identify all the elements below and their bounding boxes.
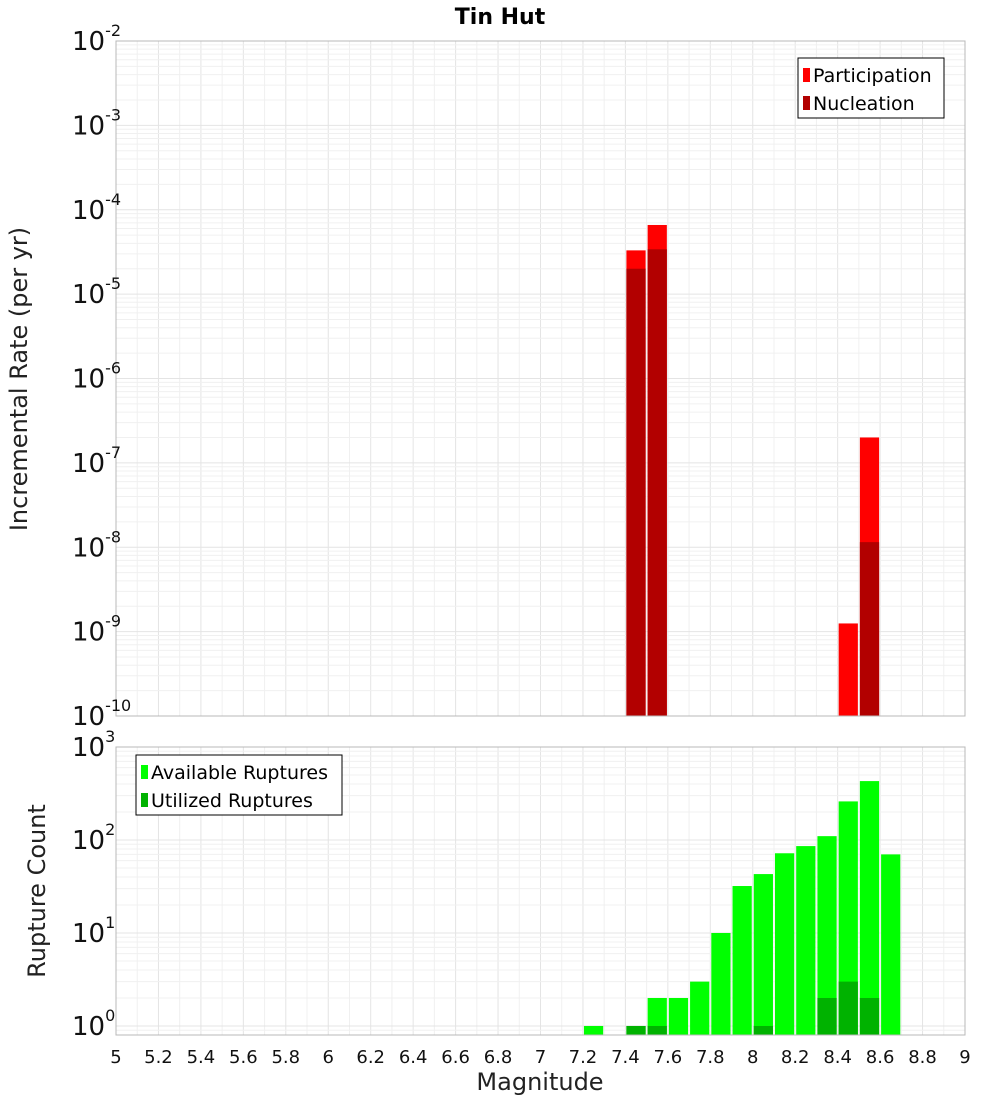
plot-frame — [115, 40, 966, 717]
x-tick-label: 5.8 — [271, 1047, 300, 1068]
rate-plot-y-axis-label: Incremental Rate (per yr) — [5, 227, 33, 531]
x-tick-label: 8.2 — [781, 1047, 810, 1068]
bar — [817, 997, 837, 1035]
y-tick-label: 10-3 — [72, 105, 121, 141]
x-tick-label: 5.4 — [187, 1047, 216, 1068]
bar — [626, 1025, 646, 1035]
x-axis-label: Magnitude — [476, 1068, 603, 1096]
rupture-count-plot: 100 101 102 103 5 5.2 5.4 5.6 5.8 6 6.2 6.4 6.6 6.8 7 7… — [72, 727, 971, 1068]
legend-swatch — [141, 793, 148, 807]
y-tick-label: 10-4 — [72, 190, 121, 226]
y-tick-label: 101 — [72, 913, 115, 949]
y-tick-label: 10-8 — [72, 527, 121, 563]
x-tick-label: 8 — [747, 1047, 758, 1068]
bars — [626, 224, 880, 716]
y-tick-label: 10-7 — [72, 443, 121, 479]
bar — [583, 1025, 604, 1035]
y-tick-label: 10-9 — [72, 612, 121, 648]
legend-label: Nucleation — [813, 93, 915, 115]
legend-box — [135, 754, 343, 816]
bar — [753, 874, 773, 1035]
x-tick-label: 8.8 — [908, 1047, 937, 1068]
bar — [838, 801, 858, 1035]
legend-swatch — [803, 68, 810, 82]
bar — [753, 1025, 773, 1035]
grid — [115, 40, 966, 717]
x-tick-label: 7 — [535, 1047, 546, 1068]
bar — [838, 981, 858, 1035]
bar — [647, 997, 667, 1035]
chart-title: Tin Hut — [455, 5, 546, 30]
y-tick-label: 10-5 — [72, 274, 121, 310]
legend: Available Ruptures Utilized Ruptures — [135, 754, 343, 816]
bar — [690, 981, 710, 1035]
rupture-count-y-axis-label: Rupture Count — [23, 804, 51, 978]
legend-label: Available Ruptures — [151, 762, 328, 784]
legend-swatch — [803, 96, 810, 110]
plot-frame — [115, 746, 966, 1036]
legend-label: Utilized Ruptures — [151, 790, 313, 812]
bar — [859, 542, 880, 716]
x-tick-label: 7.8 — [696, 1047, 725, 1068]
x-tick-label: 9 — [959, 1047, 970, 1068]
x-tick-label: 7.2 — [569, 1047, 598, 1068]
bar — [838, 623, 858, 716]
bar — [626, 268, 646, 716]
x-tick-label: 6.6 — [441, 1047, 470, 1068]
x-tick-label: 8.4 — [823, 1047, 852, 1068]
bar — [774, 853, 795, 1035]
bar — [881, 854, 901, 1035]
legend-label: Participation — [813, 65, 932, 87]
x-tick-label: 7.6 — [654, 1047, 683, 1068]
legend-swatch — [141, 765, 148, 779]
x-tick-label: 6.4 — [399, 1047, 428, 1068]
x-tick-label: 6 — [323, 1047, 334, 1068]
y-tick-label: 10-6 — [72, 359, 121, 395]
y-tick-label: 100 — [72, 1006, 115, 1042]
legend: Participation Nucleation — [797, 57, 945, 119]
bar — [711, 932, 731, 1035]
rate-plot: 10-10 10-9 10-8 10-7 10-6 10-5 10-4 10-3 10-2 Par… — [72, 21, 966, 732]
series-available-ruptures — [583, 781, 901, 1035]
y-tick-label: 10-10 — [72, 696, 131, 732]
x-tick-label: 7.4 — [611, 1047, 640, 1068]
bar — [817, 836, 837, 1035]
x-tick-label: 5.6 — [229, 1047, 258, 1068]
bar — [732, 886, 752, 1035]
legend-box — [797, 57, 945, 119]
bars — [583, 781, 901, 1035]
x-tick-label: 6.8 — [484, 1047, 513, 1068]
y-tick-label: 103 — [72, 727, 115, 763]
bar — [668, 997, 689, 1035]
series-utilized-ruptures — [626, 981, 880, 1035]
bar — [647, 1025, 667, 1035]
x-tick-label: 5 — [110, 1047, 121, 1068]
bar — [796, 846, 816, 1035]
bar — [859, 997, 880, 1035]
y-tick-label: 102 — [72, 820, 115, 856]
bar — [859, 781, 880, 1035]
x-tick-label: 8.6 — [866, 1047, 895, 1068]
y-tick-label: 10-2 — [72, 21, 121, 57]
bar — [647, 249, 667, 716]
x-tick-label: 6.2 — [356, 1047, 385, 1068]
x-tick-label: 5.2 — [144, 1047, 173, 1068]
series-nucleation — [626, 249, 880, 716]
